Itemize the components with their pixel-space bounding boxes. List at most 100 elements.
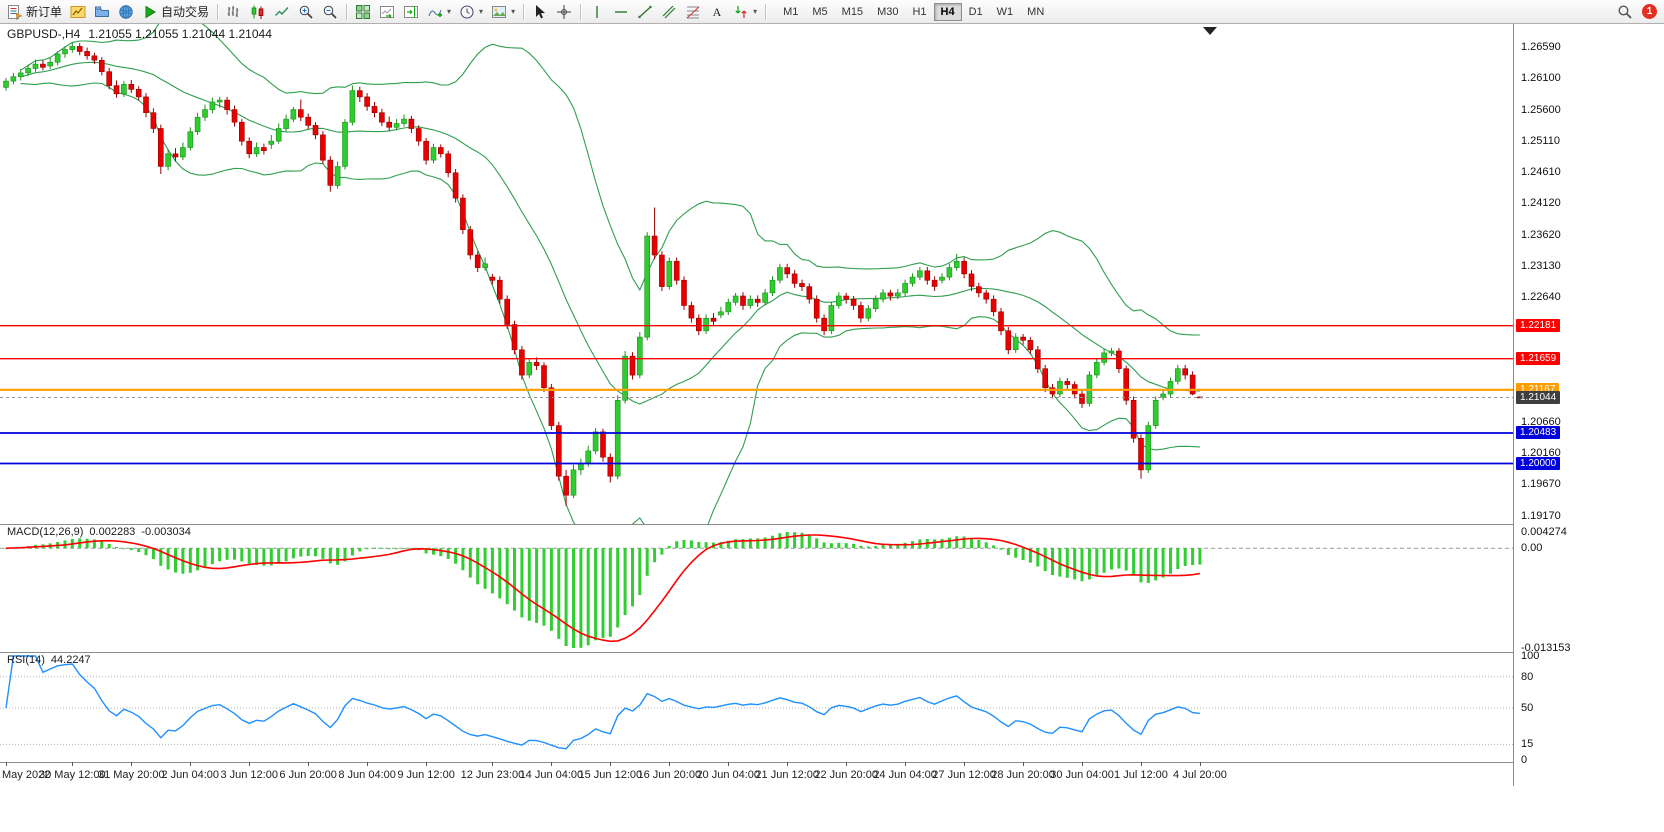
play-icon	[142, 4, 158, 20]
time-axis-tick	[610, 762, 612, 766]
template-icon	[491, 4, 507, 20]
auto-trading-button[interactable]: 自动交易	[138, 2, 213, 22]
price-scale-label: 1.23130	[1521, 259, 1561, 272]
timeframe-m15-button[interactable]: M15	[835, 3, 870, 21]
rsi-panel-canvas[interactable]	[0, 652, 1513, 762]
zoom-in-button[interactable]	[294, 2, 318, 22]
panel-divider[interactable]	[0, 762, 1664, 763]
timeframe-h1-button[interactable]: H1	[905, 3, 933, 21]
price-scale[interactable]: 1.26590 1.26100 1.25600 1.25110 1.24610 1.241…	[1513, 24, 1664, 786]
time-axis[interactable]: May 2022 30 May 12:00 31 May 20:00 2 Jun 04…	[0, 762, 1513, 786]
time-axis-label: 28 Jun 20:00	[991, 769, 1055, 781]
cursor-button[interactable]	[528, 2, 552, 22]
profiles-button[interactable]	[90, 2, 114, 22]
macd-scale-zero: 0.00	[1521, 542, 1543, 555]
toolbar-right: 1	[1613, 2, 1661, 22]
line-chart-button[interactable]	[270, 2, 294, 22]
price-scale-label: 1.19670	[1521, 478, 1561, 491]
zoom-out-icon	[322, 4, 338, 20]
time-axis-label: 21 Jun 12:00	[755, 769, 820, 781]
svg-text:A: A	[713, 5, 722, 19]
rsi-name: RSI(14)	[7, 654, 45, 666]
bar-chart-button[interactable]	[222, 2, 246, 22]
panel-divider[interactable]	[0, 524, 1664, 525]
time-axis-label: 12 Jun 23:00	[460, 769, 525, 781]
time-axis-tick	[249, 762, 251, 766]
new-order-button[interactable]: 新订单	[3, 2, 66, 22]
price-scale-label: 1.22640	[1521, 290, 1561, 303]
price-scale-label: 1.23620	[1521, 228, 1561, 241]
time-axis-tick	[426, 762, 428, 766]
time-axis-tick	[846, 762, 848, 766]
timeframe-m1-button[interactable]: M1	[776, 3, 805, 21]
new-order-icon	[7, 4, 23, 20]
profiles-icon	[94, 4, 110, 20]
timeframe-d1-button[interactable]: D1	[962, 3, 990, 21]
time-axis-tick	[1082, 762, 1084, 766]
text-label-button[interactable]: A	[705, 2, 729, 22]
rsi-scale-label: 80	[1521, 670, 1534, 683]
zoom-in-icon	[298, 4, 314, 20]
chart-window: GBPUSD-,H4 1.21055 1.21055 1.21044 1.2104…	[0, 24, 1664, 786]
ohlc-values: 1.21055 1.21055 1.21044 1.21044	[88, 27, 272, 41]
tile-windows-button[interactable]	[351, 2, 375, 22]
horizontal-line-button[interactable]	[609, 2, 633, 22]
timeframe-m30-button[interactable]: M30	[870, 3, 905, 21]
hline-icon	[613, 4, 629, 20]
macd-panel-canvas[interactable]	[0, 524, 1513, 652]
price-scale-label: 1.20160	[1521, 447, 1561, 460]
toolbar-separator	[523, 3, 525, 20]
symbol-period-label: GBPUSD-,H4	[7, 27, 81, 41]
notification-badge[interactable]: 1	[1642, 4, 1657, 19]
indicators-button[interactable]: ▾	[423, 2, 455, 22]
periods-button[interactable]: ▾	[455, 2, 487, 22]
auto-scroll-button[interactable]	[375, 2, 399, 22]
panel-divider[interactable]	[0, 652, 1664, 653]
macd-name: MACD(12,26,9)	[7, 526, 84, 538]
time-axis-label: 30 Jun 04:00	[1050, 769, 1114, 781]
new-chart-button[interactable]	[66, 2, 90, 22]
time-axis-label: 27 Jun 12:00	[932, 769, 996, 781]
equidistant-channel-button[interactable]	[657, 2, 681, 22]
main-chart-canvas[interactable]	[0, 24, 1513, 524]
templates-button[interactable]: ▾	[487, 2, 519, 22]
symbol-search-button[interactable]	[1613, 2, 1637, 22]
time-axis-tick	[905, 762, 907, 766]
price-scale-label: 1.26590	[1521, 41, 1561, 53]
community-button[interactable]	[114, 2, 138, 22]
rsi-scale-label: 50	[1521, 702, 1534, 714]
time-axis-tick	[1199, 762, 1201, 766]
time-axis-tick	[728, 762, 730, 766]
zoom-out-button[interactable]	[318, 2, 342, 22]
grid-green-icon	[355, 4, 371, 20]
timeframe-mn-button[interactable]: MN	[1020, 3, 1051, 21]
time-axis-tick	[190, 762, 192, 766]
auto-trading-label: 自动交易	[161, 5, 210, 19]
rsi-scale-label: 100	[1521, 650, 1540, 662]
price-level-badge: 1.21044	[1516, 390, 1561, 404]
toolbar-separator	[580, 3, 582, 20]
toolbar-separator	[217, 3, 219, 20]
bars-icon	[226, 4, 242, 20]
trendline-button[interactable]	[633, 2, 657, 22]
time-axis-tick	[551, 762, 553, 766]
crosshair-button[interactable]	[552, 2, 576, 22]
time-axis-label: 14 Jun 04:00	[519, 769, 584, 781]
toolbar-separator	[346, 3, 348, 20]
dropdown-caret-icon: ▾	[447, 7, 452, 16]
timeframe-h4-button[interactable]: H4	[933, 2, 962, 21]
candlestick-chart-button[interactable]	[246, 2, 270, 22]
time-axis-label: 8 Jun 04:00	[338, 769, 396, 781]
top-toolbar: 新订单 自动交易 ▾ ▾ ▾ A ▾ M1 M5 M15 M30 H1 H4 D1 W1 MN 1	[0, 0, 1664, 24]
timeframe-w1-button[interactable]: W1	[990, 3, 1021, 21]
chart-shift-button[interactable]	[399, 2, 423, 22]
arrow-objects-button[interactable]: ▾	[729, 2, 761, 22]
fibonacci-retracement-button[interactable]	[681, 2, 705, 22]
rsi-value: 44.2247	[50, 654, 91, 666]
vertical-line-button[interactable]	[585, 2, 609, 22]
price-level-badge: 1.22181	[1516, 318, 1561, 332]
clock-icon	[459, 4, 475, 20]
cursor-icon	[532, 4, 548, 20]
macd-indicator-label: MACD(12,26,9) 0.002283 -0.003034	[7, 526, 191, 538]
timeframe-m5-button[interactable]: M5	[805, 3, 834, 21]
